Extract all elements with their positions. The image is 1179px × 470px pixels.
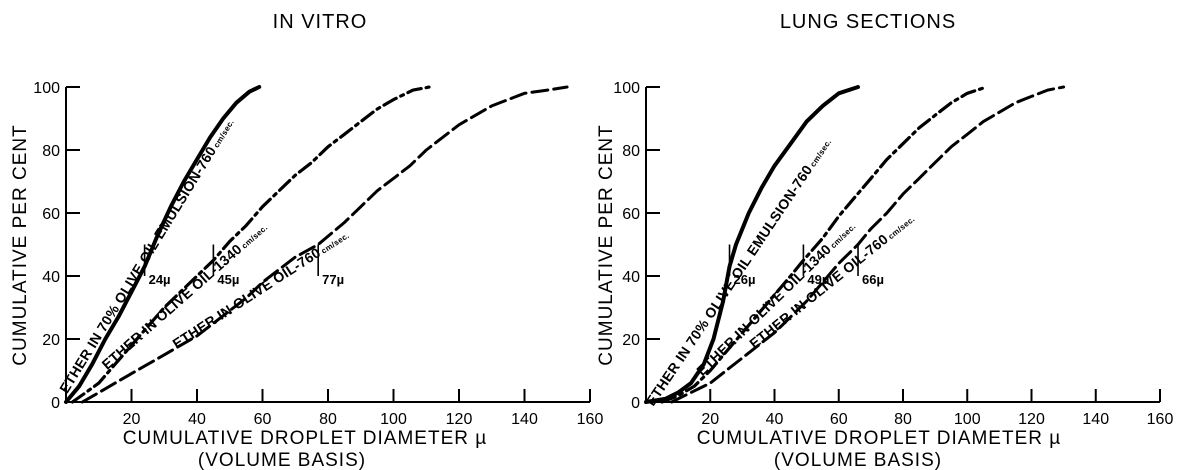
y-tick-label: 80	[622, 143, 640, 160]
chart-title: IN VITRO	[273, 11, 368, 33]
median-label: 66µ	[862, 272, 884, 287]
x-tick-label: 60	[830, 411, 848, 428]
x-tick-label: 100	[380, 411, 407, 428]
x-tick-label: 20	[701, 411, 719, 428]
x-axis-label: CUMULATIVE DROPLET DIAMETER µ	[697, 428, 1061, 449]
x-tick-label: 140	[511, 411, 538, 428]
median-label: 77µ	[322, 272, 344, 287]
x-tick-label: 120	[1018, 411, 1045, 428]
series-rate-unit: cm/sec.	[808, 137, 833, 168]
x-tick-label: 100	[954, 411, 981, 428]
y-tick-label: 60	[42, 206, 60, 223]
series-line-2	[70, 85, 432, 404]
series-rate-unit: cm/sec.	[886, 214, 916, 241]
y-tick-label: 0	[51, 395, 60, 412]
median-label: 45µ	[217, 272, 239, 287]
y-axis-label: CUMULATIVE PER CENT	[596, 124, 617, 365]
x-tick-label: 40	[188, 411, 206, 428]
series-line-3	[670, 85, 1066, 404]
y-tick-label: 60	[622, 206, 640, 223]
x-axis-label: CUMULATIVE DROPLET DIAMETER µ	[123, 428, 487, 449]
y-tick-label: 20	[622, 332, 640, 349]
y-tick-label: 100	[33, 80, 60, 97]
series-line-2	[660, 85, 989, 404]
y-tick-label: 40	[42, 269, 60, 286]
x-axis-sublabel: (VOLUME BASIS)	[198, 450, 366, 470]
x-tick-label: 40	[766, 411, 784, 428]
series-label-text: ETHER IN 70% OLIVE OIL EMULSION-760	[56, 143, 219, 396]
y-tick-label: 40	[622, 269, 640, 286]
x-axis-sublabel: (VOLUME BASIS)	[774, 450, 942, 470]
series-line-1	[64, 85, 262, 404]
series-rate-unit: cm/sec.	[212, 118, 236, 150]
median-label: 24µ	[149, 272, 171, 287]
chart-in-vitro: IN VITRO CUMULATIVE DROPLET DIAMETER µ (…	[10, 11, 603, 470]
y-tick-label: 100	[613, 80, 640, 97]
x-tick-label: 20	[123, 411, 141, 428]
y-tick-label: 0	[631, 395, 640, 412]
x-tick-label: 80	[894, 411, 912, 428]
y-tick-label: 20	[42, 332, 60, 349]
x-tick-label: 160	[1147, 411, 1174, 428]
median-label: 49µ	[807, 272, 829, 287]
x-tick-label: 60	[254, 411, 272, 428]
x-tick-label: 80	[319, 411, 337, 428]
series-label-1: ETHER IN 70% OLIVE OIL EMULSION-760cm/se…	[56, 115, 237, 396]
series-rate-unit: cm/sec.	[320, 231, 351, 256]
x-tick-label: 160	[577, 411, 604, 428]
median-label: 26µ	[734, 272, 756, 287]
series-line-1	[644, 85, 860, 404]
y-tick-label: 80	[42, 143, 60, 160]
x-tick-label: 140	[1082, 411, 1109, 428]
chart-lung-sections: LUNG SECTIONS CUMULATIVE DROPLET DIAMETE…	[596, 11, 1173, 470]
y-axis-label: CUMULATIVE PER CENT	[10, 124, 31, 365]
chart-title: LUNG SECTIONS	[780, 11, 956, 33]
x-tick-label: 120	[446, 411, 473, 428]
